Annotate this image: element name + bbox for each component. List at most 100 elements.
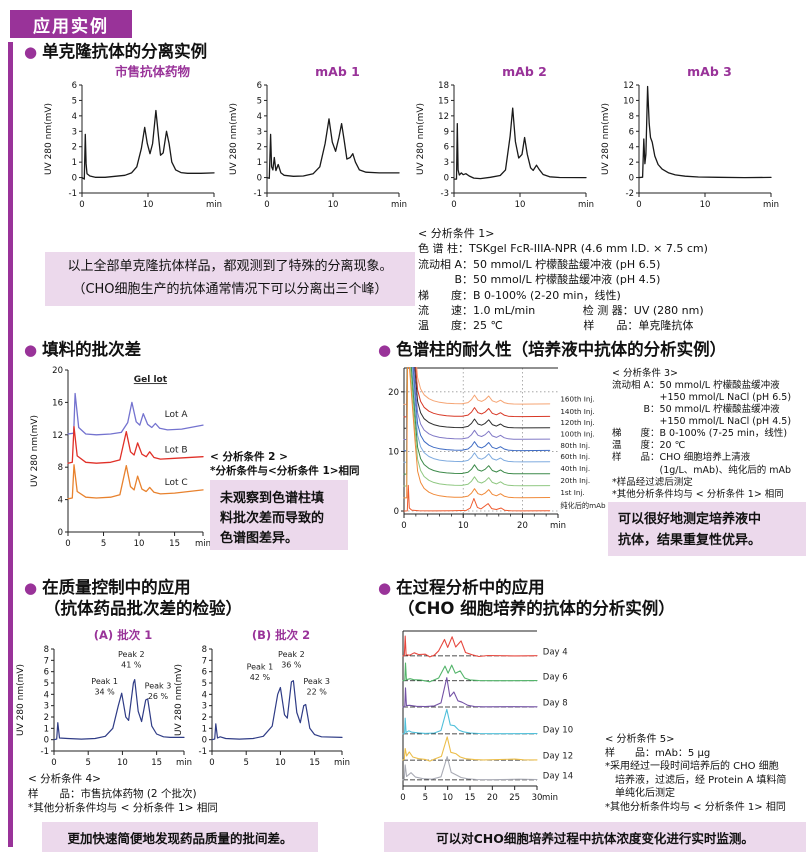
svg-text:2: 2 <box>257 143 262 153</box>
chart-batch-2-title: (B) 批次 2 <box>251 628 311 642</box>
svg-text:0: 0 <box>444 174 449 184</box>
svg-text:-1: -1 <box>199 747 207 757</box>
chart-batch-1-title: (A) 批次 1 <box>93 628 153 642</box>
svg-text:1: 1 <box>202 724 207 734</box>
section-4-title: ● 在质量控制中的应用 （抗体药品批次差的检验） <box>24 578 242 619</box>
svg-text:UV 280 nm(mV): UV 280 nm(mV) <box>174 664 184 736</box>
svg-text:0: 0 <box>79 200 84 210</box>
section-3-title-text: 色谱柱的耐久性（培养液中抗体的分析实例） <box>396 340 727 359</box>
bullet-icon: ● <box>24 579 38 597</box>
svg-text:4: 4 <box>44 690 49 700</box>
svg-text:Day 4: Day 4 <box>543 648 568 658</box>
svg-text:min: min <box>763 200 779 210</box>
svg-text:-2: -2 <box>626 189 634 199</box>
svg-text:6: 6 <box>44 668 49 678</box>
svg-text:4: 4 <box>58 496 63 506</box>
svg-text:25: 25 <box>509 793 520 803</box>
svg-text:Peak 3: Peak 3 <box>303 677 330 686</box>
svg-text:41 %: 41 % <box>121 660 142 669</box>
section-5-title: ● 在过程分析中的应用 （CHO 细胞培养的抗体的分析实例） <box>378 578 675 619</box>
chart-commercial-antibody: 市售抗体药物 -1 0 1 2 3 4 5 6 0 10 min UV 280 nm(mV) <box>38 64 223 217</box>
bullet-icon: ● <box>378 341 392 359</box>
analysis-conditions-1: < 分析条件 1> 色 谱 柱：TSKgel FcR-IIIA-NPR (4.6 … <box>418 227 708 333</box>
svg-text:0: 0 <box>44 736 49 746</box>
svg-text:0: 0 <box>51 758 56 768</box>
svg-text:Peak 2: Peak 2 <box>278 650 305 659</box>
svg-text:3: 3 <box>444 158 449 168</box>
svg-text:5: 5 <box>85 758 90 768</box>
svg-text:-1: -1 <box>254 189 262 199</box>
svg-text:120th Inj.: 120th Inj. <box>560 418 594 427</box>
svg-text:0: 0 <box>636 200 641 210</box>
svg-text:0: 0 <box>257 174 262 184</box>
svg-text:5: 5 <box>101 539 106 549</box>
svg-text:16: 16 <box>52 398 63 408</box>
svg-text:min: min <box>334 758 350 768</box>
svg-text:min: min <box>195 539 211 549</box>
note-qc: 更加快速简便地发现药品质量的批间差。 <box>42 822 318 852</box>
analysis-conditions-4: < 分析条件 4> 样 品：市售抗体药物 (2 个批次) *其他分析条件均与 < 分… <box>28 773 218 815</box>
svg-text:42 %: 42 % <box>250 673 271 682</box>
svg-text:7: 7 <box>202 656 207 666</box>
svg-text:10: 10 <box>458 521 469 531</box>
svg-text:0: 0 <box>394 507 399 517</box>
svg-text:2: 2 <box>44 713 49 723</box>
section-4-subtitle: （抗体药品批次差的检验） <box>44 598 242 618</box>
svg-text:5: 5 <box>243 758 248 768</box>
svg-text:3: 3 <box>72 127 77 137</box>
svg-text:纯化后的mAb: 纯化后的mAb <box>560 501 606 510</box>
chart-mab1-canvas: -1 0 1 2 3 4 5 6 0 10 min UV 280 nm(mV) <box>223 79 408 217</box>
svg-text:Day 14: Day 14 <box>543 772 573 782</box>
svg-text:0: 0 <box>65 539 70 549</box>
section-4-title-text: 在质量控制中的应用 <box>42 578 191 597</box>
svg-text:15: 15 <box>438 96 449 106</box>
note-process: 可以对CHO细胞培养过程中抗体浓度变化进行实时监测。 <box>384 822 806 852</box>
svg-text:5: 5 <box>72 96 77 106</box>
svg-text:6: 6 <box>444 143 449 153</box>
svg-text:0: 0 <box>400 793 405 803</box>
section-4-title-row: ● 在质量控制中的应用 <box>24 578 191 599</box>
svg-text:5: 5 <box>202 679 207 689</box>
analysis-conditions-2: < 分析条件 2 > *分析条件与<分析条件 1>相同 <box>210 451 360 478</box>
svg-text:9: 9 <box>444 127 449 137</box>
svg-text:0: 0 <box>202 736 207 746</box>
svg-text:Peak 1: Peak 1 <box>247 662 274 671</box>
svg-text:Lot B: Lot B <box>165 446 188 456</box>
svg-text:10: 10 <box>388 447 399 457</box>
svg-text:0: 0 <box>401 521 406 531</box>
svg-text:10: 10 <box>328 200 339 210</box>
analysis-conditions-5: < 分析条件 5> 样 品：mAb：5 μg *采用经过一段时间培养后的 CHO 细… <box>605 734 787 813</box>
svg-text:UV 280 nm(mV): UV 280 nm(mV) <box>416 103 426 175</box>
svg-text:8: 8 <box>58 463 63 473</box>
svg-text:Gel lot: Gel lot <box>134 375 168 385</box>
svg-text:15: 15 <box>465 793 476 803</box>
svg-text:10: 10 <box>623 96 634 106</box>
svg-text:20: 20 <box>388 388 399 398</box>
chart-mab1-title: mAb 1 <box>315 64 360 79</box>
svg-text:3: 3 <box>202 702 207 712</box>
chart-gel-lot: 0 4 8 12 16 20 0 5 10 15 min UV 280 nm(mV) Gel lot Lo… <box>24 362 212 554</box>
svg-text:-3: -3 <box>441 189 449 199</box>
svg-text:Lot C: Lot C <box>165 478 188 488</box>
chart-cho-days-canvas: 0 5 10 15 20 25 30 min Day 4 Day 6 Day 8 Day 10 Day … <box>390 626 600 811</box>
chart-mab3-canvas: -2 0 2 4 6 8 10 12 0 10 min UV 280 nm(mV) <box>595 79 780 217</box>
svg-text:-1: -1 <box>41 747 49 757</box>
svg-text:UV 280 nm(mV): UV 280 nm(mV) <box>44 103 54 175</box>
svg-text:UV 280 nm(mV): UV 280 nm(mV) <box>601 103 611 175</box>
svg-text:2: 2 <box>202 713 207 723</box>
svg-text:7: 7 <box>44 656 49 666</box>
svg-text:Day 12: Day 12 <box>543 752 573 762</box>
section-5-subtitle: （CHO 细胞培养的抗体的分析实例） <box>398 598 675 618</box>
section-5-title-row: ● 在过程分析中的应用 <box>378 578 545 599</box>
svg-text:Peak 2: Peak 2 <box>118 650 145 659</box>
svg-text:160th Inj.: 160th Inj. <box>560 394 594 403</box>
svg-text:10: 10 <box>700 200 711 210</box>
svg-text:6: 6 <box>72 81 77 91</box>
svg-text:min: min <box>206 200 222 210</box>
svg-text:3: 3 <box>44 702 49 712</box>
svg-text:1: 1 <box>257 158 262 168</box>
chart-mab2-canvas: -3 0 3 6 9 12 15 18 0 10 min UV 280 nm(mV) <box>410 79 595 217</box>
chart-mab3: mAb 3 -2 0 2 4 6 8 10 12 0 10 min UV 280 nm(mV) <box>595 64 780 217</box>
